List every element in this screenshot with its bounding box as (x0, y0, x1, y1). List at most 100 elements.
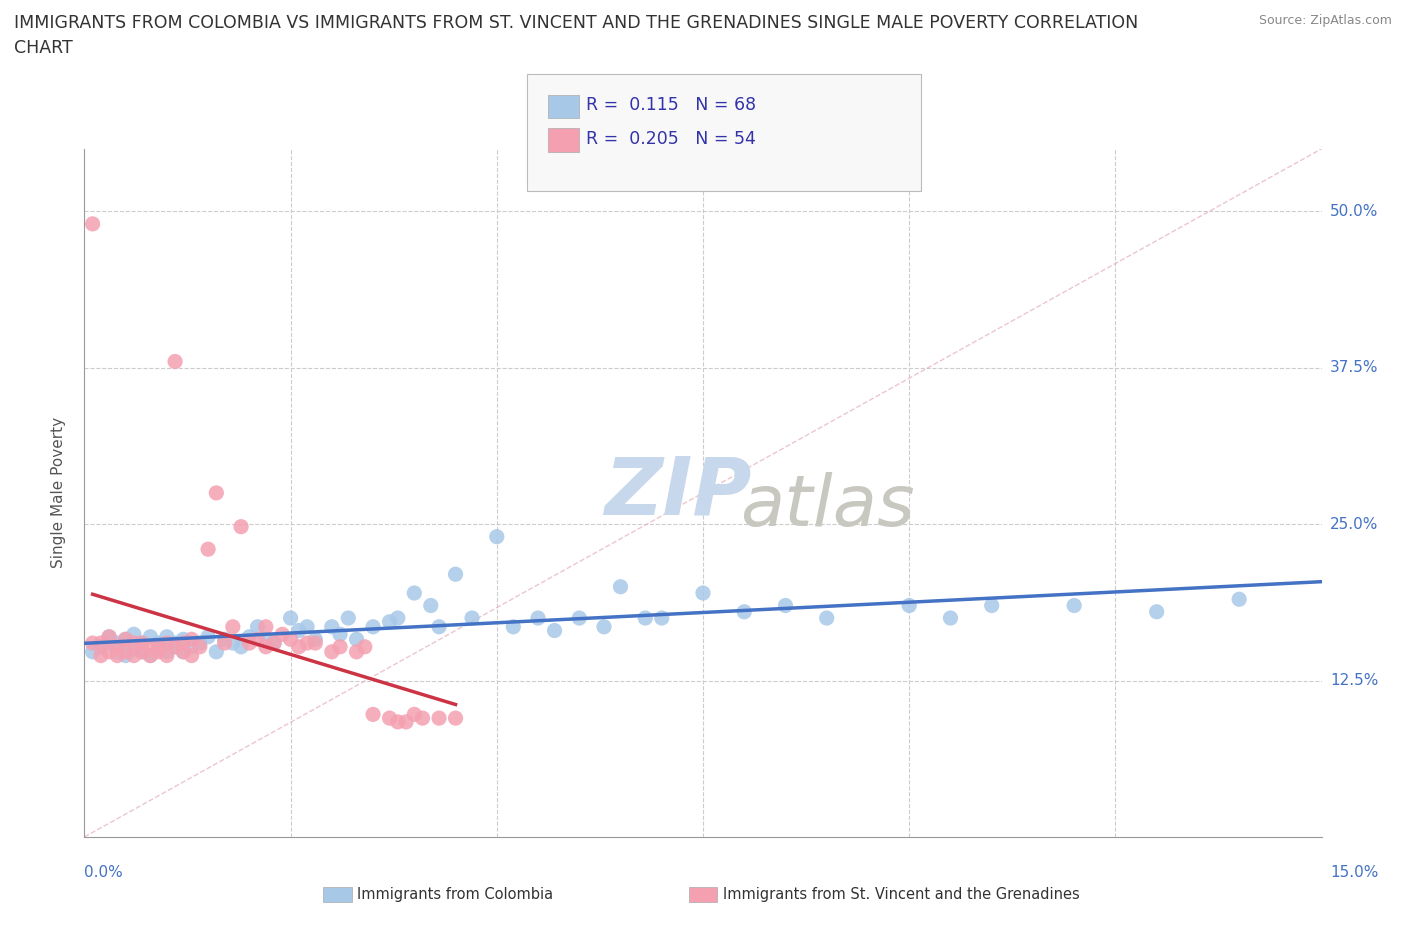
Point (180, 639, 202, 654)
Point (346, 644, 368, 659)
Point (114, 644, 136, 659)
Point (105, 639, 128, 654)
Point (98, 635, 121, 650)
Point (82, 217, 104, 232)
Point (222, 619, 245, 634)
Point (271, 627, 294, 642)
Point (131, 644, 153, 659)
Point (444, 566, 467, 581)
Point (180, 631, 202, 646)
Point (82, 635, 104, 650)
Point (361, 619, 384, 634)
Point (114, 631, 136, 646)
Point (122, 627, 145, 642)
Point (156, 630, 179, 644)
Point (222, 635, 245, 650)
Text: 12.5%: 12.5% (1330, 673, 1378, 688)
Point (329, 627, 352, 642)
Point (815, 611, 838, 626)
Point (205, 485, 228, 500)
Point (148, 644, 170, 659)
Text: 15.0%: 15.0% (1330, 865, 1378, 880)
Point (527, 611, 550, 626)
Point (321, 644, 343, 659)
Point (82, 644, 104, 659)
Point (378, 615, 401, 630)
Point (156, 644, 179, 659)
Point (543, 623, 565, 638)
Point (172, 631, 194, 646)
Point (122, 642, 145, 657)
Point (263, 635, 285, 650)
Text: Immigrants from St. Vincent and the Grenadines: Immigrants from St. Vincent and the Gren… (723, 887, 1080, 902)
Point (1227, 591, 1250, 606)
Text: 25.0%: 25.0% (1330, 517, 1378, 532)
Point (105, 635, 128, 650)
Point (172, 644, 194, 659)
Point (229, 519, 252, 534)
Point (172, 635, 194, 650)
Point (427, 711, 450, 725)
Point (395, 714, 418, 729)
Point (609, 579, 631, 594)
Point (139, 648, 162, 663)
Point (205, 644, 228, 659)
Point (329, 639, 352, 654)
Point (337, 611, 360, 626)
Point (148, 639, 170, 654)
Point (939, 611, 962, 626)
Point (353, 639, 375, 654)
Text: 50.0%: 50.0% (1330, 204, 1378, 219)
Point (593, 619, 616, 634)
Point (131, 635, 153, 650)
Point (387, 714, 409, 729)
Point (165, 639, 187, 654)
Point (427, 619, 450, 634)
Point (404, 586, 426, 601)
Point (105, 644, 128, 659)
Point (114, 631, 136, 646)
Point (321, 619, 343, 634)
Point (651, 611, 673, 626)
Point (419, 598, 441, 613)
Point (485, 529, 508, 544)
Point (378, 711, 401, 725)
Point (387, 611, 409, 626)
Point (412, 711, 434, 725)
Point (246, 619, 269, 634)
Text: ZIP: ZIP (605, 454, 751, 532)
Point (692, 586, 714, 601)
Point (502, 619, 524, 634)
Text: Immigrants from Colombia: Immigrants from Colombia (357, 887, 553, 902)
Point (131, 644, 153, 659)
Point (98, 644, 121, 659)
Point (172, 644, 194, 659)
Point (131, 635, 153, 650)
Point (634, 611, 657, 626)
Point (105, 648, 128, 663)
Point (238, 635, 260, 650)
Point (214, 631, 236, 646)
Text: 0.0%: 0.0% (84, 865, 124, 880)
Point (238, 630, 260, 644)
Point (139, 639, 162, 654)
Point (156, 648, 179, 663)
Point (188, 635, 211, 650)
Point (461, 611, 484, 626)
Point (295, 619, 318, 634)
Point (280, 631, 302, 646)
Point (246, 631, 269, 646)
Point (980, 598, 1002, 613)
Point (444, 711, 467, 725)
Point (139, 630, 162, 644)
Point (898, 598, 921, 613)
Point (90, 635, 112, 650)
Text: atlas: atlas (740, 472, 915, 541)
Point (148, 635, 170, 650)
Point (295, 635, 318, 650)
Point (180, 648, 202, 663)
Point (254, 639, 277, 654)
Point (148, 642, 170, 657)
Point (280, 611, 302, 626)
Point (214, 635, 236, 650)
